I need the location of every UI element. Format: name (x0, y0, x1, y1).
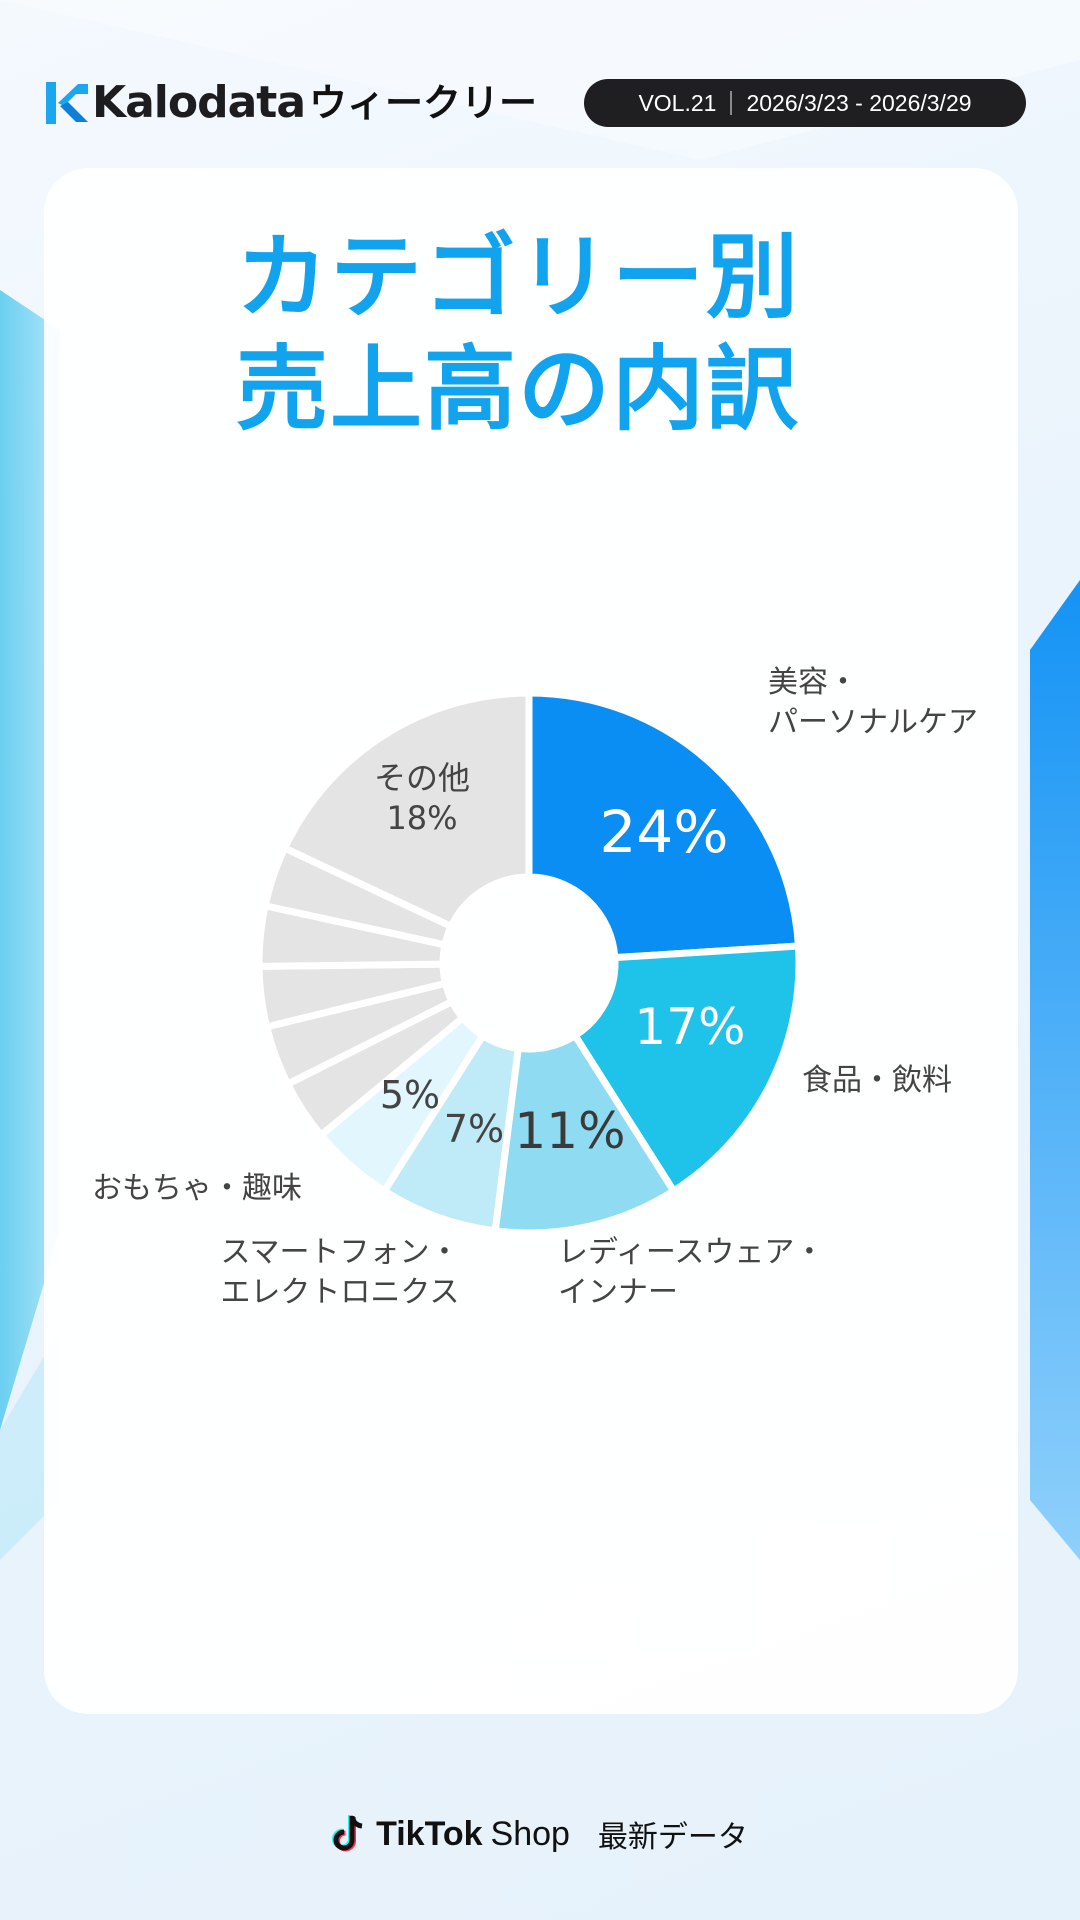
slice-value-label: 7% (444, 1107, 504, 1151)
weekly-label: ウィークリー (309, 81, 538, 125)
volume-label: VOL.21 (638, 89, 717, 116)
tiktok-brand: TikTok (376, 1814, 483, 1853)
latest-data-label: 最新データ (597, 1820, 748, 1855)
category-label: 食品・飲料 (802, 1063, 952, 1098)
other-slice-label: 18% (386, 799, 457, 837)
slice-value-label: 5% (380, 1073, 440, 1117)
category-label: レディースウェア・ (558, 1235, 824, 1270)
date-range: 2026/3/23 - 2026/3/29 (746, 89, 972, 116)
header: Kalodata ウィークリー VOL.21 2026/3/23 - 2026/… (46, 78, 1036, 128)
issue-badge: VOL.21 2026/3/23 - 2026/3/29 (584, 79, 1026, 127)
category-label: スマートフォン・ (220, 1235, 459, 1270)
tiktok-icon (332, 1815, 363, 1852)
other-slice-label: その他 (374, 759, 470, 797)
shop-label: Shop (490, 1814, 570, 1853)
slice-11 (281, 689, 533, 930)
slice-3 (491, 1032, 678, 1237)
slice-value-label: 24% (600, 798, 729, 866)
page-title: カテゴリー別 売上高の内訳 (0, 222, 1080, 446)
content-card (44, 168, 1018, 1714)
badge-divider (730, 91, 733, 115)
category-label: インナー (558, 1275, 678, 1310)
slice-value-label: 11% (514, 1102, 625, 1160)
category-label: おもちゃ・趣味 (92, 1171, 302, 1206)
category-label: 美容・ (768, 665, 858, 700)
kalodata-logo-icon (46, 82, 88, 124)
slice-1 (525, 689, 802, 962)
slice-value-label: 17% (634, 998, 745, 1056)
brand-name: Kalodata (92, 77, 306, 128)
category-label: パーソナルケア (768, 705, 978, 740)
title-line-2: 売上高の内訳 (235, 336, 800, 443)
category-label: エレクトロニクス (220, 1275, 459, 1310)
slice-2 (571, 942, 803, 1195)
footer: TikTok Shop 最新データ (0, 1806, 1080, 1862)
title-line-1: カテゴリー別 (235, 224, 800, 331)
